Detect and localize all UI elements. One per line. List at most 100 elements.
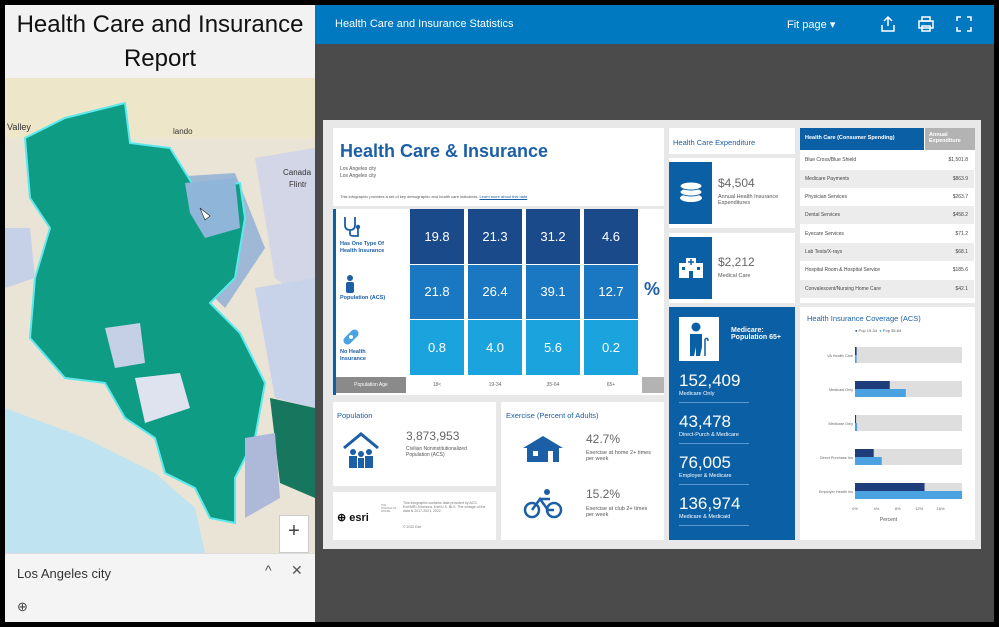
spending-name: Hospital Room & Hospital Service xyxy=(805,267,881,273)
bar xyxy=(855,381,890,389)
category-label: Direct Purchase Ins xyxy=(820,456,853,460)
exercise-title: Exercise (Percent of Adults) xyxy=(506,411,599,420)
report-title: Health Care and Insurance Report xyxy=(5,5,315,78)
cell-no-35-64: 5.6 xyxy=(526,320,580,375)
expenditure-title: Health Care Expenditure xyxy=(673,138,756,147)
spending-value: $863.9 xyxy=(952,176,968,182)
popup-title: Los Angeles city xyxy=(17,566,111,581)
house-family-icon xyxy=(343,432,379,468)
population-label: Civilian Noninstitutionalized Population… xyxy=(406,446,467,458)
zoom-to-icon[interactable]: ⊕ xyxy=(17,599,28,614)
x-tick-label: 12% xyxy=(915,506,923,511)
legend-series-2: Pop 35-64 xyxy=(882,328,902,333)
spending-header-2: Annual Expenditure xyxy=(925,128,975,150)
coverage-chart: VA Health Care Medicaid Only Medicare Only… xyxy=(819,347,962,523)
cell-pop-35-64: 39.1 xyxy=(526,265,580,319)
chart-title: Health Insurance Coverage (ACS) xyxy=(807,314,921,323)
bar xyxy=(855,449,874,457)
employer-medicare-value: 76,005 xyxy=(679,453,731,472)
exercise-club-label: Exercise at club 2+ times per week xyxy=(586,506,648,518)
print-icon[interactable] xyxy=(917,15,935,33)
map-label-lando: lando xyxy=(173,127,193,136)
fullscreen-icon[interactable] xyxy=(955,15,973,33)
medicare-only-value: 152,409 xyxy=(679,371,741,390)
cell-has-65: 4.6 xyxy=(584,209,638,264)
category-label: Medicaid Only xyxy=(829,388,853,392)
spending-row: $68.1 Lab Tests/X-rays xyxy=(800,243,974,261)
map-canvas[interactable] xyxy=(5,78,315,553)
bar-background xyxy=(855,415,962,431)
learn-more-link[interactable]: Learn more about this data xyxy=(479,194,528,199)
feature-popup: Los Angeles city ^ ✕ ⊕ xyxy=(5,553,315,622)
share-icon[interactable] xyxy=(879,15,897,33)
exercise-home-label: Exercise at home 2+ times per week xyxy=(586,450,651,462)
legend-dot-icon: ● xyxy=(855,328,858,333)
description-text: This infographic provides a set of key d… xyxy=(340,194,479,199)
cell-pop-18: 21.8 xyxy=(410,265,464,319)
bar xyxy=(855,389,906,397)
legend-series-1: Pop 19-34 xyxy=(858,328,878,333)
app-frame: Health Care and Insurance Report Valley … xyxy=(5,5,994,622)
spending-name: Physician Services xyxy=(805,194,847,200)
spending-value: $185.6 xyxy=(952,267,968,273)
close-icon[interactable]: ✕ xyxy=(291,562,303,578)
legend-dot-icon: ● xyxy=(879,328,882,333)
spending-value: $263.7 xyxy=(952,194,968,200)
medical-care-card: $2,212 Medical Care xyxy=(669,233,795,303)
infographic-report: Health Care & Insurance Los Angeles city… xyxy=(323,120,981,549)
collapse-icon[interactable]: ^ xyxy=(265,562,272,578)
spending-row: $42.1 Convalescent/Nursing Home Care xyxy=(800,280,974,298)
map-label-flintridge: Flintr xyxy=(289,180,307,189)
viewer-toolbar: Health Care and Insurance Statistics Fit… xyxy=(315,5,994,44)
direct-purch-value: 43,478 xyxy=(679,412,731,431)
age-35-64: 35-64 xyxy=(526,377,580,393)
bandage-icon xyxy=(343,329,359,345)
bar xyxy=(855,355,857,363)
population-title: Population xyxy=(337,411,373,420)
medicare-medicaid-value: 136,974 xyxy=(679,494,741,513)
spending-value: $42.1 xyxy=(955,286,968,292)
spending-name: Convalescent/Nursing Home Care xyxy=(805,286,881,292)
spending-value: $71.2 xyxy=(955,231,968,237)
map-label-valley: Valley xyxy=(7,122,31,132)
medical-care-value: $2,212 xyxy=(718,255,755,269)
medical-care-label: Medical Care xyxy=(718,273,751,279)
spending-name: Eyecare Services xyxy=(805,231,844,237)
infographic-description: This infographic provides a set of key d… xyxy=(340,194,527,199)
spending-value: $458.2 xyxy=(952,212,968,218)
home-icon xyxy=(523,436,563,462)
bar xyxy=(855,483,925,491)
coins-icon xyxy=(679,181,703,202)
cell-has-35-64: 31.2 xyxy=(526,209,580,264)
person-icon xyxy=(346,275,354,293)
category-label: Employer Health Ins xyxy=(819,490,853,494)
population-card: Population 3,873,953 Civilian Noninstitu… xyxy=(333,402,496,486)
map-view[interactable]: Valley lando Canada Flintr + xyxy=(5,78,315,553)
zoom-in-button[interactable]: + xyxy=(279,515,309,553)
fit-page-label: Fit page xyxy=(787,19,827,31)
x-axis-label: Percent xyxy=(880,517,898,523)
expenditure-header: Health Care Expenditure xyxy=(669,128,795,154)
cell-no-65: 0.2 xyxy=(584,320,638,375)
category-label: Medicare Only xyxy=(829,422,854,426)
annual-expenditure-value: $4,504 xyxy=(718,176,755,190)
annual-expenditure-label: Annual Health Insurance Expenditures xyxy=(718,194,779,206)
exercise-card: Exercise (Percent of Adults) 42.7% Exerc… xyxy=(501,402,664,540)
population-value: 3,873,953 xyxy=(406,429,460,443)
row-label-no-insurance: No Health Insurance xyxy=(340,349,366,362)
spending-row: $185.6 Hospital Room & Hospital Service xyxy=(800,261,974,279)
chevron-down-icon: ▾ xyxy=(829,19,836,31)
fit-page-dropdown[interactable]: Fit page ▾ xyxy=(787,18,835,31)
bar xyxy=(855,415,857,423)
infographic-title: Health Care & Insurance xyxy=(340,141,549,161)
spending-row: $71.2 Eyecare Services xyxy=(800,225,974,243)
cell-pop-65: 12.7 xyxy=(584,265,638,319)
bar xyxy=(855,491,962,499)
age-header: Population Age xyxy=(336,377,406,393)
chart-legend: ● Pop 19-34 ● Pop 35-64 xyxy=(855,328,901,333)
spending-name: Lab Tests/X-rays xyxy=(805,249,843,255)
spending-row: $1,501.8 Blue Cross/Blue Shield xyxy=(800,151,974,169)
bar-background xyxy=(855,347,962,363)
insurance-grid: Has One Type Of Health Insurance Populat… xyxy=(333,209,664,395)
medicare-medicaid-label: Medicare & Medicaid xyxy=(679,514,731,520)
